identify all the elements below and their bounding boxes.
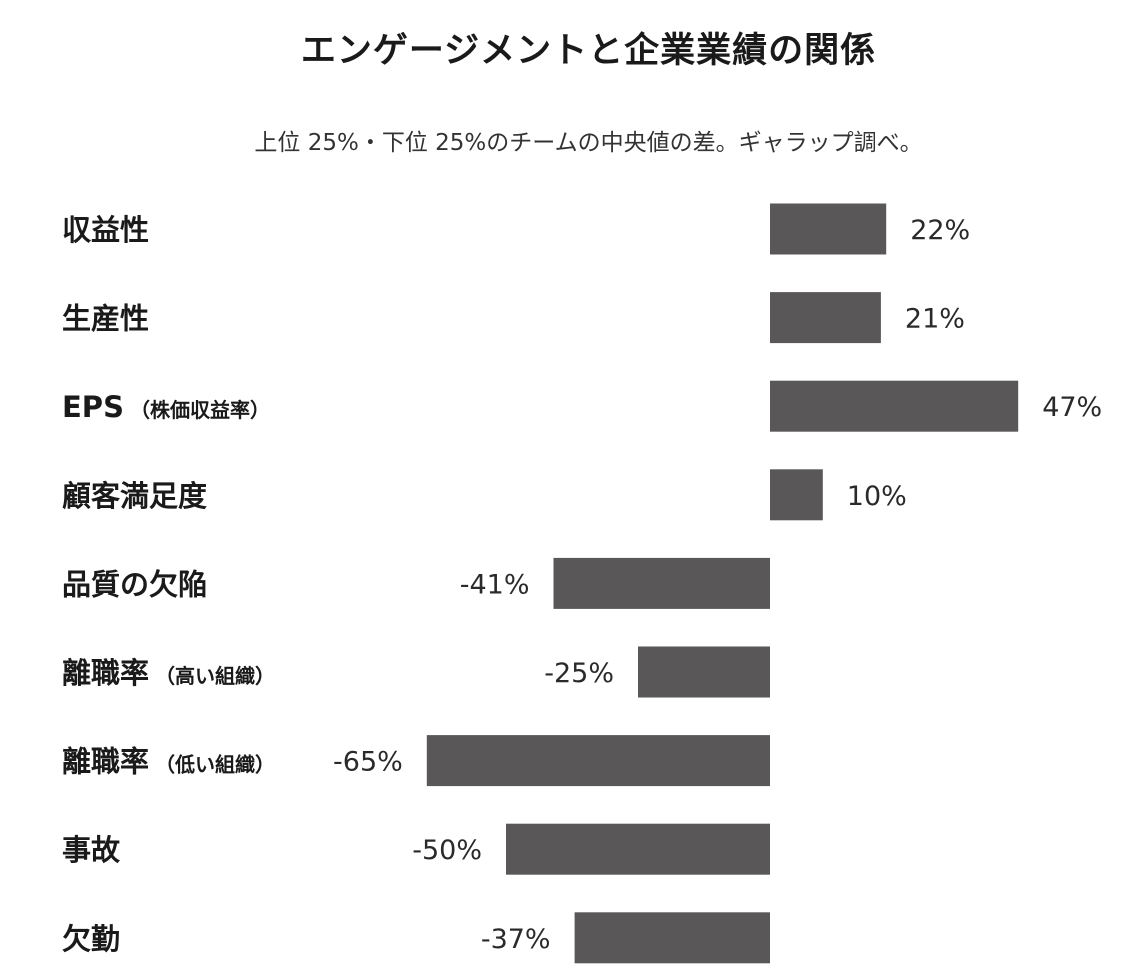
value-label: 22%	[910, 215, 970, 246]
category-label: 離職率 （高い組織）	[62, 656, 275, 690]
bar	[770, 292, 881, 344]
value-label: -50%	[412, 835, 482, 866]
value-label: 47%	[1042, 392, 1102, 423]
chart-subtitle: 上位 25%・下位 25%のチームの中央値の差。ギャラップ調べ。	[254, 130, 923, 156]
bars	[426, 203, 1019, 964]
bar	[574, 912, 770, 964]
category-label: 離職率 （低い組織）	[62, 745, 275, 779]
value-labels: 22% 21% 47% 10% -41% -25% -65% -50% -37%	[333, 215, 1102, 955]
bar	[506, 823, 770, 875]
bar	[426, 735, 770, 787]
value-label: 21%	[905, 304, 965, 335]
bar	[770, 203, 887, 255]
bar	[553, 557, 770, 609]
category-label: 事故	[62, 833, 121, 867]
value-label: -65%	[333, 747, 403, 778]
category-label: 顧客満足度	[62, 479, 207, 513]
category-label: 欠勤	[62, 922, 120, 956]
category-note: （低い組織）	[155, 753, 275, 777]
category-label: 収益性	[62, 213, 149, 247]
value-label: -37%	[481, 924, 551, 955]
value-label: 10%	[847, 481, 907, 512]
bar	[770, 469, 823, 521]
bar	[638, 646, 770, 698]
value-label: -41%	[460, 569, 530, 600]
category-label: 生産性	[62, 302, 149, 336]
category-label: 品質の欠陥	[62, 567, 207, 601]
category-note: （株価収益率）	[130, 398, 270, 422]
category-label: EPS （株価収益率）	[62, 390, 270, 424]
value-label: -25%	[544, 658, 614, 689]
bar	[770, 380, 1019, 432]
chart-title: エンゲージメントと企業業績の関係	[300, 31, 877, 71]
category-note: （高い組織）	[155, 664, 275, 688]
